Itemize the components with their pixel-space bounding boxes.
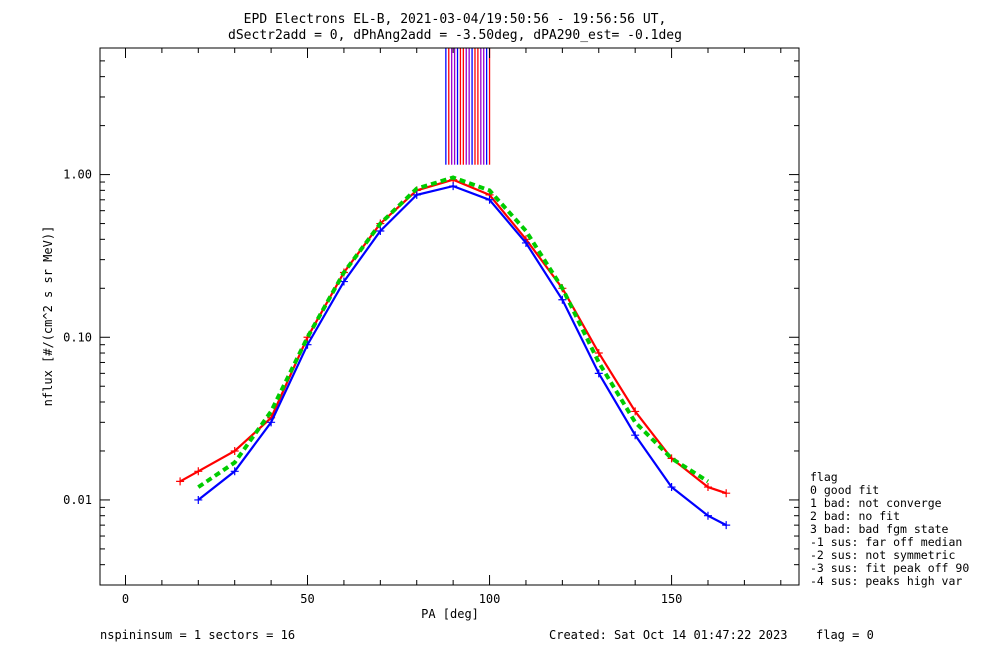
- data-point: [722, 521, 731, 530]
- data-point: [521, 238, 530, 247]
- legend-item: 0 good fit: [810, 483, 879, 497]
- series-line: [179, 178, 727, 495]
- data-point: [558, 295, 567, 304]
- legend-item: 1 bad: not converge: [810, 496, 942, 510]
- legend-item: -3 sus: fit peak off 90: [810, 561, 969, 575]
- legend-item: -2 sus: not symmetric: [810, 548, 955, 562]
- plot-frame: [99, 47, 800, 586]
- data-point: [631, 431, 640, 440]
- data-point: [230, 446, 239, 455]
- y-axis-label: nflux [#/(cm^2 s sr MeV)]: [41, 226, 55, 407]
- legend-title: flag: [810, 470, 838, 484]
- series-0: [176, 175, 731, 498]
- data-point: [722, 489, 731, 498]
- data-point: [176, 477, 185, 486]
- x-axis-label: PA [deg]: [421, 607, 479, 621]
- y-tick-label: 0.01: [63, 493, 92, 507]
- vertical-line-cluster: [445, 48, 491, 165]
- x-tick-label: 50: [300, 592, 314, 606]
- tick-layer: 0 50 100 150 0.01 0.10 1.00: [63, 47, 799, 606]
- flag-legend: flag 0 good fit 1 bad: not converge 2 ba…: [810, 470, 969, 588]
- data-point: [230, 467, 239, 476]
- footer-created: Created: Sat Oct 14 01:47:22 2023: [549, 628, 787, 642]
- chart-title-line-2: dSectr2add = 0, dPhAng2add = -3.50deg, d…: [228, 28, 682, 43]
- legend-item: -1 sus: far off median: [810, 535, 962, 549]
- data-point: [485, 195, 494, 204]
- x-tick-label: 100: [479, 592, 501, 606]
- data-point: [594, 349, 603, 358]
- footer-spin-info: nspininsum = 1 sectors = 16: [100, 628, 295, 642]
- y-tick-label: 1.00: [63, 168, 92, 182]
- data-point: [376, 227, 385, 236]
- data-point: [703, 483, 712, 492]
- footer-flag: flag = 0: [816, 628, 874, 642]
- data-point: [267, 418, 276, 427]
- data-point: [194, 495, 203, 504]
- x-tick-label: 0: [122, 592, 129, 606]
- legend-item: 2 bad: no fit: [810, 509, 900, 523]
- data-point: [194, 467, 203, 476]
- data-layer: [176, 48, 731, 530]
- data-point: [703, 511, 712, 520]
- legend-item: -4 sus: peaks high var: [810, 574, 962, 588]
- data-point: [412, 190, 421, 199]
- data-point: [339, 277, 348, 286]
- series-line: [197, 175, 710, 489]
- series-line: [197, 184, 727, 527]
- data-point: [594, 369, 603, 378]
- legend-item: 3 bad: bad fgm state: [810, 522, 949, 536]
- data-point: [667, 483, 676, 492]
- x-tick-label: 150: [661, 592, 683, 606]
- series-2: [197, 175, 710, 489]
- data-point: [449, 182, 458, 191]
- chart-title-line-1: EPD Electrons EL-B, 2021-03-04/19:50:56 …: [244, 12, 667, 27]
- data-point: [631, 407, 640, 416]
- series-1: [194, 182, 731, 530]
- y-tick-label: 0.10: [63, 330, 92, 344]
